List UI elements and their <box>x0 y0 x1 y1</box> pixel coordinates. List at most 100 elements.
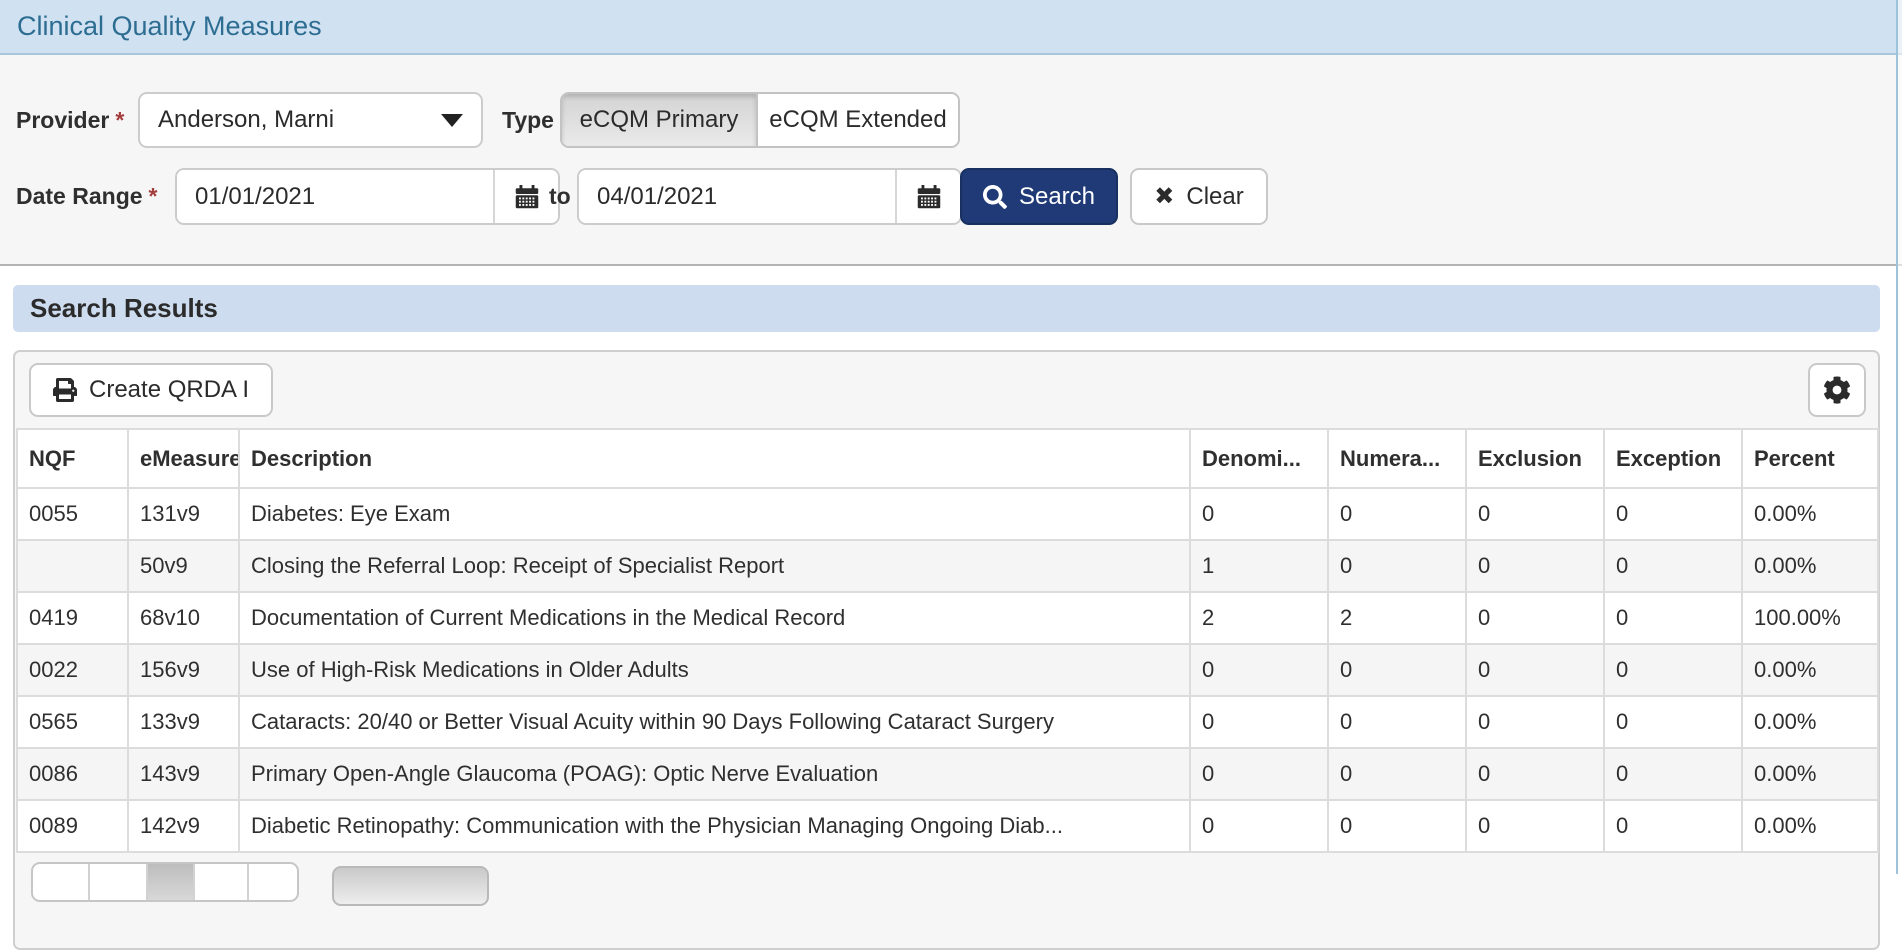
column-header-exclusion[interactable]: Exclusion <box>1465 428 1605 489</box>
cell-numerator: 2 <box>1327 591 1467 645</box>
printer-icon <box>53 378 77 402</box>
calendar-icon <box>515 184 538 208</box>
cell-numerator: 0 <box>1327 695 1467 749</box>
create-qrda-button[interactable]: Create QRDA I <box>29 363 274 417</box>
date-from-input[interactable] <box>177 170 493 223</box>
cell-emeasure: 143v9 <box>127 747 240 801</box>
table-row[interactable]: 0419 68v10 Documentation of Current Medi… <box>16 591 1879 645</box>
cell-emeasure: 133v9 <box>127 695 240 749</box>
type-label: Type <box>502 92 554 148</box>
scrollbar-track[interactable] <box>1898 0 1902 874</box>
table-row[interactable]: 0022 156v9 Use of High-Risk Medications … <box>16 643 1879 697</box>
cell-percent: 0.00% <box>1741 747 1879 801</box>
pager-prev-button[interactable] <box>90 864 148 900</box>
cell-denominator: 2 <box>1189 591 1329 645</box>
column-header-denominator[interactable]: Denomi... <box>1189 428 1329 489</box>
cell-exclusion: 0 <box>1465 747 1605 801</box>
column-header-numerator[interactable]: Numera... <box>1327 428 1467 489</box>
calendar-icon <box>917 184 940 208</box>
clear-button[interactable]: ✖ Clear <box>1130 168 1268 225</box>
gear-icon <box>1824 376 1850 404</box>
cell-exclusion: 0 <box>1465 643 1605 697</box>
provider-select[interactable]: Anderson, Marni <box>138 92 483 148</box>
cell-exception: 0 <box>1603 643 1743 697</box>
cell-exclusion: 0 <box>1465 591 1605 645</box>
cell-description: Diabetes: Eye Exam <box>238 487 1191 541</box>
toggle-ecqm-primary[interactable]: eCQM Primary <box>562 94 758 146</box>
pager-last-button[interactable] <box>249 864 297 900</box>
cell-emeasure: 50v9 <box>127 539 240 593</box>
page-title: Clinical Quality Measures <box>17 11 322 41</box>
x-icon: ✖ <box>1154 183 1175 210</box>
cell-exclusion: 0 <box>1465 487 1605 541</box>
table-row[interactable]: 0055 131v9 Diabetes: Eye Exam 0 0 0 0 0.… <box>16 487 1879 541</box>
scrollbar-track-edge <box>1896 0 1898 874</box>
grid-settings-button[interactable] <box>1808 363 1866 417</box>
pager-next-button[interactable] <box>195 864 250 900</box>
table-row[interactable]: 0086 143v9 Primary Open-Angle Glaucoma (… <box>16 747 1879 801</box>
cell-denominator: 0 <box>1189 643 1329 697</box>
cell-denominator: 0 <box>1189 799 1329 853</box>
cell-exclusion: 0 <box>1465 539 1605 593</box>
title-bar: Clinical Quality Measures <box>0 0 1902 55</box>
cell-percent: 0.00% <box>1741 487 1879 541</box>
results-table-body: 0055 131v9 Diabetes: Eye Exam 0 0 0 0 0.… <box>16 487 1879 853</box>
date-to-calendar-button[interactable] <box>895 170 960 223</box>
cell-percent: 0.00% <box>1741 643 1879 697</box>
cell-denominator: 1 <box>1189 539 1329 593</box>
column-header-nqf[interactable]: NQF <box>16 428 129 489</box>
cell-nqf: 0419 <box>16 591 129 645</box>
date-to-group <box>577 168 962 225</box>
cell-exception: 0 <box>1603 487 1743 541</box>
cell-description: Cataracts: 20/40 or Better Visual Acuity… <box>238 695 1191 749</box>
cell-percent: 100.00% <box>1741 591 1879 645</box>
cell-exclusion: 0 <box>1465 799 1605 853</box>
table-row[interactable]: 0565 133v9 Cataracts: 20/40 or Better Vi… <box>16 695 1879 749</box>
cell-numerator: 0 <box>1327 487 1467 541</box>
cell-nqf: 0565 <box>16 695 129 749</box>
cell-description: Use of High-Risk Medications in Older Ad… <box>238 643 1191 697</box>
cell-exclusion: 0 <box>1465 695 1605 749</box>
pagination-controls[interactable] <box>31 862 299 902</box>
magnifier-icon <box>982 184 1007 209</box>
date-from-calendar-button[interactable] <box>493 170 558 223</box>
cell-percent: 0.00% <box>1741 799 1879 853</box>
pager-current-page[interactable] <box>147 864 196 900</box>
cell-nqf <box>16 539 129 593</box>
provider-label-text: Provider <box>16 106 110 133</box>
table-row[interactable]: 0089 142v9 Diabetic Retinopathy: Communi… <box>16 799 1879 853</box>
cell-exception: 0 <box>1603 591 1743 645</box>
cell-numerator: 0 <box>1327 539 1467 593</box>
search-results-header: Search Results <box>13 285 1880 332</box>
cell-description: Closing the Referral Loop: Receipt of Sp… <box>238 539 1191 593</box>
provider-label: Provider * <box>16 92 124 148</box>
create-qrda-label: Create QRDA I <box>89 376 250 403</box>
column-header-exception[interactable]: Exception <box>1603 428 1743 489</box>
cell-exception: 0 <box>1603 799 1743 853</box>
cell-numerator: 0 <box>1327 643 1467 697</box>
column-header-description[interactable]: Description <box>238 428 1191 489</box>
cell-nqf: 0086 <box>16 747 129 801</box>
cell-emeasure: 142v9 <box>127 799 240 853</box>
pager-first-button[interactable] <box>33 864 91 900</box>
search-button[interactable]: Search <box>960 168 1118 225</box>
cell-numerator: 0 <box>1327 747 1467 801</box>
provider-required-asterisk: * <box>115 106 125 133</box>
provider-selected-value: Anderson, Marni <box>158 106 335 133</box>
cell-nqf: 0022 <box>16 643 129 697</box>
cell-emeasure: 68v10 <box>127 591 240 645</box>
cell-percent: 0.00% <box>1741 539 1879 593</box>
toggle-ecqm-extended[interactable]: eCQM Extended <box>758 94 958 146</box>
column-header-percent[interactable]: Percent <box>1741 428 1879 489</box>
page-size-select[interactable] <box>332 866 489 906</box>
cell-emeasure: 131v9 <box>127 487 240 541</box>
cell-exception: 0 <box>1603 695 1743 749</box>
cell-description: Diabetic Retinopathy: Communication with… <box>238 799 1191 853</box>
cell-numerator: 0 <box>1327 799 1467 853</box>
date-to-input[interactable] <box>579 170 895 223</box>
search-results-panel: Create QRDA I NQF eMeasure Description D… <box>13 350 1880 950</box>
date-range-label: Date Range * <box>16 168 158 225</box>
table-row[interactable]: 50v9 Closing the Referral Loop: Receipt … <box>16 539 1879 593</box>
column-header-emeasure[interactable]: eMeasure <box>127 428 240 489</box>
cell-description: Documentation of Current Medications in … <box>238 591 1191 645</box>
